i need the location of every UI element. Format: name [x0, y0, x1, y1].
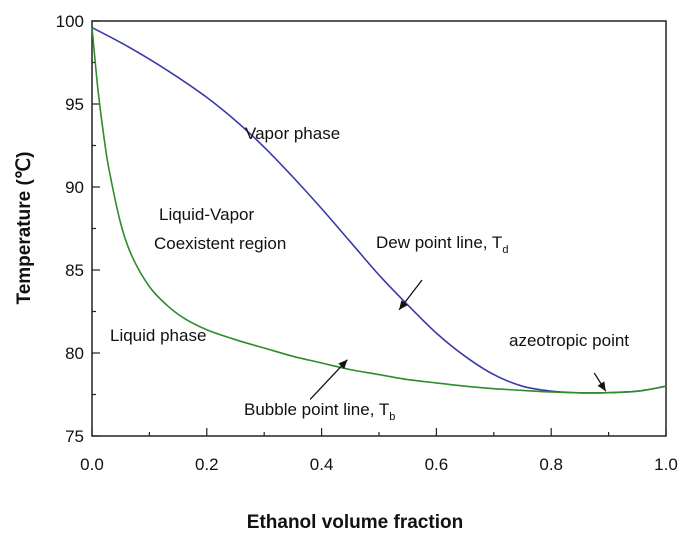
y-tick-label: 80 [65, 344, 84, 363]
annotation-arrows [309, 279, 607, 400]
liquid-phase-label: Liquid phase [110, 326, 206, 345]
x-tick-label: 1.0 [654, 455, 678, 474]
y-tick-label: 100 [56, 12, 84, 31]
coexistent-region-label-line2: Coexistent region [154, 234, 286, 253]
y-tick-label: 95 [65, 95, 84, 114]
coexistent-region-label-line1: Liquid-Vapor [159, 205, 254, 224]
x-tick-label: 0.6 [425, 455, 449, 474]
bubble-point-line [91, 27, 667, 394]
plot-frame [91, 20, 667, 437]
dew-arrow [398, 279, 423, 311]
y-tick-label: 75 [65, 427, 84, 446]
y-tick-label: 90 [65, 178, 84, 197]
y-tick-label: 85 [65, 261, 84, 280]
x-tick-label: 0.0 [80, 455, 104, 474]
x-tick-label: 0.8 [539, 455, 563, 474]
bubble-arrow [309, 359, 348, 400]
tick-marks: 0.0 0.2 0.4 0.6 0.8 1.0 75 80 85 90 95 100 [56, 12, 678, 474]
series-layer [91, 26, 667, 394]
azeotropic-point-label: azeotropic point [509, 331, 629, 350]
bubble-point-line-label: Bubble point line, Tb [244, 400, 395, 423]
axes-frame [91, 20, 667, 437]
x-axis-title: Ethanol volume fraction [247, 512, 463, 533]
x-tick-label: 0.2 [195, 455, 219, 474]
dew-point-line-label: Dew point line, Td [376, 233, 508, 256]
x-tick-label: 0.4 [310, 455, 334, 474]
y-axis-title: Temperature (℃) [14, 152, 35, 305]
vapor-phase-label: Vapor phase [245, 124, 340, 143]
azeotrope-arrow [593, 372, 607, 392]
